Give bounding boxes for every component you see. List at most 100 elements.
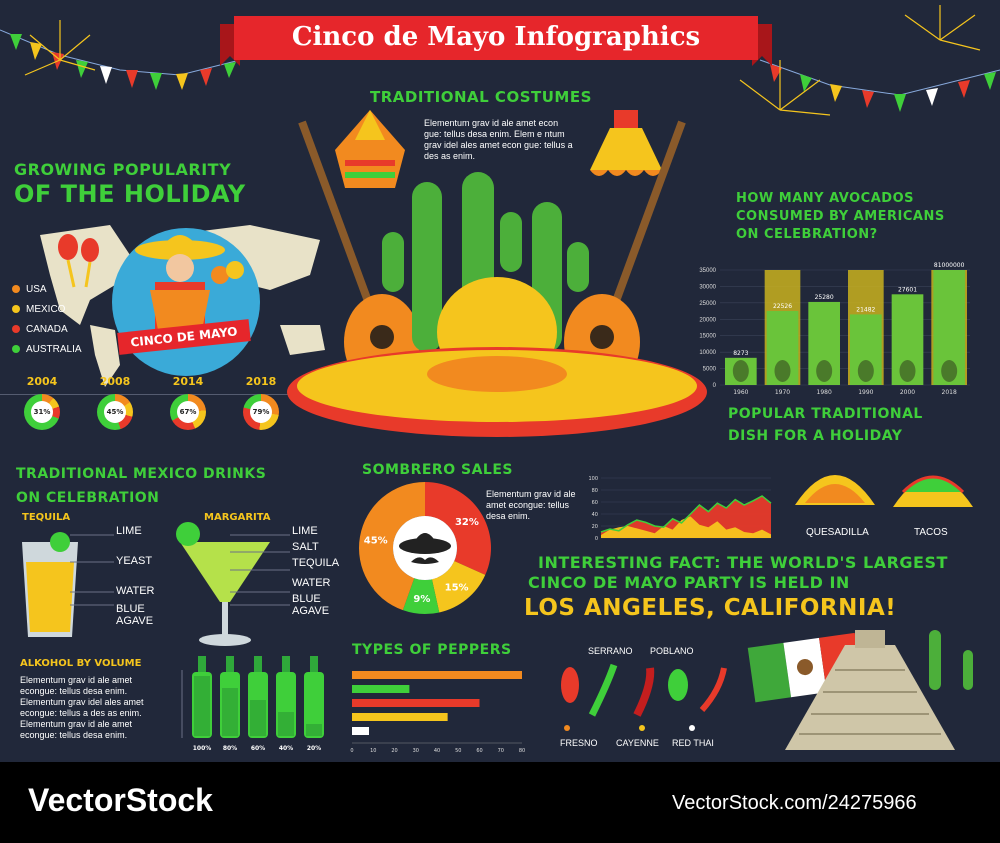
legend-item: MEXICO xyxy=(12,304,112,324)
y-tick-label: 40 xyxy=(592,512,598,518)
y-tick-label: 15000 xyxy=(699,334,716,340)
margarita-label: MARGARITA xyxy=(204,512,271,523)
fact-line1: INTERESTING FACT: THE WORLD'S LARGEST xyxy=(538,553,948,572)
pie-slice-label: 32% xyxy=(455,517,479,528)
popularity-donut-row: 2004 31% 2008 45% 2014 67% 2018 79% xyxy=(22,375,302,455)
donut-value: 79% xyxy=(250,401,272,423)
footer-bar: VectorStock VectorStock.com/24275966 xyxy=(0,762,1000,843)
legend-label-australia: AUSTRALIA xyxy=(26,344,82,355)
costumes-heading: TRADITIONAL COSTUMES xyxy=(370,88,592,106)
tequila-glass-icon xyxy=(22,532,78,637)
legend-label-canada: CANADA xyxy=(26,324,68,335)
fact-line2: CINCO DE MAYO PARTY IS HELD IN xyxy=(528,573,850,592)
bar-value-label: 8273 xyxy=(733,350,748,357)
year-donut-2008: 2008 45% xyxy=(95,375,135,430)
y-tick-label: 30000 xyxy=(699,284,716,290)
pie-slice xyxy=(402,578,440,614)
y-tick-label: 20 xyxy=(592,524,598,530)
y-tick-label: 35000 xyxy=(699,268,716,274)
drinks-heading-line1: TRADITIONAL MEXICO DRINKS xyxy=(16,466,267,482)
legend-dot-mexico xyxy=(12,305,20,314)
ingredient-label: BLUE xyxy=(292,593,321,605)
year-donut-2018: 2018 79% xyxy=(241,375,281,430)
pie-slice-label: 45% xyxy=(364,535,388,546)
popularity-heading-line2: OF THE HOLIDAY xyxy=(14,180,246,208)
year-donut-2014: 2014 67% xyxy=(168,375,208,430)
pie-slice xyxy=(431,561,486,613)
bar-value-label: 81000000 xyxy=(934,262,965,269)
pepper-label-serrano: SERRANO xyxy=(588,646,633,656)
bottle-neck xyxy=(198,656,206,674)
mariachi-icon xyxy=(135,235,244,342)
dish-heading-line1: POPULAR TRADITIONAL xyxy=(728,406,923,422)
sombrero-sales-text: Elementum grav id ale amet econgue: tell… xyxy=(486,489,576,521)
legend-dot-usa xyxy=(12,285,20,294)
bottle-20%: 20% xyxy=(304,656,324,752)
footer-url: VectorStock.com/24275966 xyxy=(672,792,917,814)
x-tick-label: 10 xyxy=(370,748,376,754)
sombrero-crown-icon xyxy=(413,533,437,544)
donut-ring: 79% xyxy=(243,394,279,430)
y-tick-label: 0 xyxy=(713,383,717,389)
fact-line3: LOS ANGELES, CALIFORNIA! xyxy=(524,595,897,621)
y-tick-label: 0 xyxy=(595,536,598,542)
dish-heading-line2: DISH FOR A HOLIDAY xyxy=(728,428,903,444)
bottle-fill xyxy=(278,712,294,736)
donut-ring: 67% xyxy=(170,394,206,430)
title-banner: Cinco de Mayo Infographics xyxy=(220,16,772,66)
year-label: 2004 xyxy=(26,375,58,388)
bottle-80%: 80% xyxy=(220,656,240,752)
bottle-fill xyxy=(194,676,210,736)
bottle-40%: 40% xyxy=(276,656,296,752)
x-tick-label: 70 xyxy=(498,748,504,754)
pie-slice xyxy=(425,482,491,575)
ingredient-leader-lines xyxy=(70,534,290,606)
bottle-label: 40% xyxy=(279,745,293,752)
bottle-fill xyxy=(250,700,266,736)
avocado-icon xyxy=(732,360,749,382)
y-tick-label: 100 xyxy=(588,476,598,482)
y-tick-label: 80 xyxy=(592,488,598,494)
avocados-heading: HOW MANY AVOCADOS CONSUMED BY AMERICANS … xyxy=(736,190,945,244)
x-tick-label: 0 xyxy=(350,748,353,754)
tequila-label: TEQUILA xyxy=(22,512,71,523)
popularity-legend: USA MEXICO CANADA AUSTRALIA xyxy=(12,284,112,364)
bar-value-label: 25280 xyxy=(815,294,834,301)
y-tick-label: 60 xyxy=(592,500,598,506)
alcohol-text: Elementum grav id ale amet econgue: tell… xyxy=(20,675,144,740)
bottle-fill xyxy=(306,724,322,736)
sombrero-icon xyxy=(399,538,451,554)
sombrero-sales-heading: SOMBRERO SALES xyxy=(362,462,513,478)
x-tick-label: 1970 xyxy=(775,389,790,396)
poncho-icon xyxy=(335,110,405,188)
ingredient-label: YEAST xyxy=(116,555,153,567)
pie-slice-label: 15% xyxy=(445,583,469,594)
legend-item: CANADA xyxy=(12,324,112,344)
avocado-bar-chart: 35000 30000 25000 20000 15000 10000 5000 0 8273 1… xyxy=(699,262,970,396)
tequila-ingredients: LIME YEAST WATER BLUE AGAVE xyxy=(116,525,186,627)
ingredient-label: TEQUILA xyxy=(292,557,340,569)
peppers-icon xyxy=(561,663,727,731)
year-donut-2004: 2004 31% xyxy=(22,375,62,430)
avocados-heading-line3: ON CELEBRATION? xyxy=(736,227,878,242)
infographic-poster: Cinco de Mayo Infographics TRADITIONAL C… xyxy=(0,0,1000,762)
bottle-label: 100% xyxy=(193,745,212,752)
dish-label-quesadilla: QUESADILLA xyxy=(806,527,869,538)
timeline-line xyxy=(0,394,300,395)
x-tick-label: 1990 xyxy=(858,389,873,396)
bottle-neck xyxy=(226,656,234,674)
pepper-bar xyxy=(352,713,448,721)
pepper-bar xyxy=(352,699,480,707)
donut-value: 45% xyxy=(104,401,126,423)
x-tick-label: 50 xyxy=(455,748,461,754)
legend-label-mexico: MEXICO xyxy=(26,304,66,315)
bottle-neck xyxy=(254,656,262,674)
x-tick-label: 60 xyxy=(476,748,482,754)
tacos-icon xyxy=(893,475,973,507)
ingredient-label: BLUE xyxy=(116,603,145,615)
alcohol-heading: ALKOHOL BY VOLUME xyxy=(20,658,142,669)
fact-block: INTERESTING FACT: THE WORLD'S LARGEST CI… xyxy=(524,553,948,623)
donut-value: 31% xyxy=(31,401,53,423)
bottle-label: 60% xyxy=(251,745,265,752)
ingredient-label: LIME xyxy=(292,525,318,537)
